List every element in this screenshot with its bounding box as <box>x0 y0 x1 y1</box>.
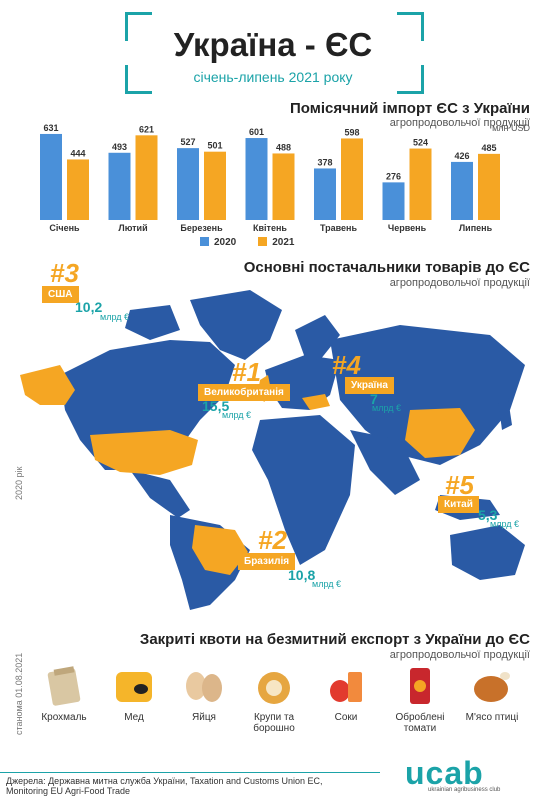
data-label-2021-0: 444 <box>70 148 85 158</box>
data-label-2020-6: 426 <box>454 151 469 161</box>
data-label-2020-4: 378 <box>317 157 332 167</box>
unit-uk: млрд € <box>222 410 251 420</box>
category-label-2: Березень <box>180 223 223 233</box>
chart-unit: млн USD <box>492 123 530 133</box>
country-label-brazil: Бразилія <box>238 553 296 570</box>
ucab-logo: ucab <box>405 755 484 791</box>
quota-item-juice: Соки <box>306 666 386 723</box>
rank-1: #1 <box>232 357 261 387</box>
country-label-china: Китай <box>438 496 479 513</box>
unit-china: млрд € <box>490 519 519 529</box>
data-label-2020-3: 601 <box>249 127 264 137</box>
page-subtitle: січень-липень 2021 року <box>193 69 353 85</box>
category-label-3: Квітень <box>253 223 287 233</box>
suppliers-subtitle: агропродовольчої продукції <box>389 277 530 289</box>
quotas-title: Закриті квоти на безмитний експорт з Укр… <box>139 631 530 648</box>
quota-item-grain: Крупи та борошно <box>234 666 314 734</box>
chart-subtitle: агропродовольчої продукції <box>389 117 530 129</box>
quota-item-tomatoes: Оброблені томати <box>380 666 460 734</box>
bar-2020-2 <box>177 148 199 220</box>
data-label-2021-4: 598 <box>344 127 359 137</box>
data-label-2021-6: 485 <box>481 143 496 153</box>
quota-item-eggs: Яйця <box>164 666 244 723</box>
juice-icon <box>326 666 366 706</box>
grain-flour-icon <box>254 666 294 706</box>
suppliers-title: Основні постачальники товарів до ЄС <box>243 259 530 276</box>
tomato-can-icon <box>400 666 440 706</box>
bar-chart: 631 444 Січень 493 621 Лютий 527 501 Березень 601… <box>40 123 500 233</box>
data-label-2021-1: 621 <box>139 124 154 134</box>
bar-2021-6 <box>478 153 500 220</box>
unit-usa: млрд € <box>100 312 129 322</box>
frame-corner-top-right <box>397 12 424 41</box>
bar-2021-0 <box>67 159 89 220</box>
unit-brazil: млрд € <box>312 579 341 589</box>
value-ukraine: 7 <box>370 391 378 407</box>
data-label-2021-2: 501 <box>207 141 222 151</box>
unit-ukraine: млрд € <box>372 403 401 413</box>
bar-2021-1 <box>135 135 158 220</box>
legend-item-2020: 2020 <box>200 237 236 248</box>
legend-item-2021: 2021 <box>258 237 295 248</box>
category-label-5: Червень <box>388 223 427 233</box>
eggs-icon <box>184 666 224 706</box>
footer-sources: Джерела: Державна митна служба України, … <box>6 776 323 796</box>
category-label-4: Травень <box>320 223 358 233</box>
honey-bee-icon <box>114 666 154 706</box>
data-label-2020-5: 276 <box>386 171 401 181</box>
country-label-ukraine: Україна <box>345 377 394 394</box>
rank-4: #4 <box>332 350 361 380</box>
bar-2020-3 <box>245 138 268 220</box>
value-brazil: 10,8 <box>288 567 316 583</box>
quota-item-starch: Крохмаль <box>24 666 104 723</box>
quota-item-honey: Мед <box>94 666 174 723</box>
bar-2021-4 <box>341 138 363 220</box>
bar-2020-1 <box>108 152 131 220</box>
value-china: 5,3 <box>478 507 498 523</box>
page-title: Україна - ЄС <box>173 26 373 63</box>
chart-legend: 2020 2021 <box>200 237 295 248</box>
footer-divider <box>0 772 380 773</box>
data-label-2020-1: 493 <box>112 142 127 152</box>
bar-2021-2 <box>204 151 226 220</box>
frame-corner-bottom-left <box>125 65 152 94</box>
frame-corner-bottom-right <box>397 65 424 94</box>
rank-5: #5 <box>445 470 474 500</box>
bar-2020-0 <box>40 133 62 220</box>
poultry-icon <box>472 666 512 706</box>
rank-2: #2 <box>258 525 287 555</box>
rank-3: #3 <box>50 258 79 288</box>
category-label-6: Липень <box>459 223 493 233</box>
country-label-usa: США <box>42 286 79 303</box>
category-label-1: Лютий <box>118 223 147 233</box>
data-label-2020-2: 527 <box>180 137 195 147</box>
quotas-subtitle: агропродовольчої продукції <box>389 649 530 661</box>
frame-corner-top-left <box>125 12 152 41</box>
bar-2020-5 <box>382 182 405 220</box>
value-usa: 10,2 <box>75 299 103 315</box>
value-uk: 15,5 <box>202 398 230 414</box>
quotas-date-label: станома 01.08.2021 <box>14 652 24 735</box>
category-label-0: Січень <box>49 223 80 233</box>
starch-bag-icon <box>44 666 84 707</box>
ucab-logo-subtitle: ukrainian agribusiness club <box>428 787 501 793</box>
bar-2020-6 <box>451 161 473 220</box>
bar-2021-3 <box>272 153 295 220</box>
data-label-2020-0: 631 <box>43 123 58 133</box>
data-label-2021-3: 488 <box>276 142 291 152</box>
quota-item-poultry: М'ясо птиці <box>452 666 532 723</box>
year-label: 2020 рік <box>14 466 24 500</box>
bar-2020-4 <box>314 168 336 220</box>
country-label-uk: Великобританія <box>198 384 290 401</box>
chart-title: Помісячний імпорт ЄС з України <box>289 100 530 117</box>
data-label-2021-5: 524 <box>413 138 428 148</box>
bar-2021-5 <box>409 148 432 220</box>
